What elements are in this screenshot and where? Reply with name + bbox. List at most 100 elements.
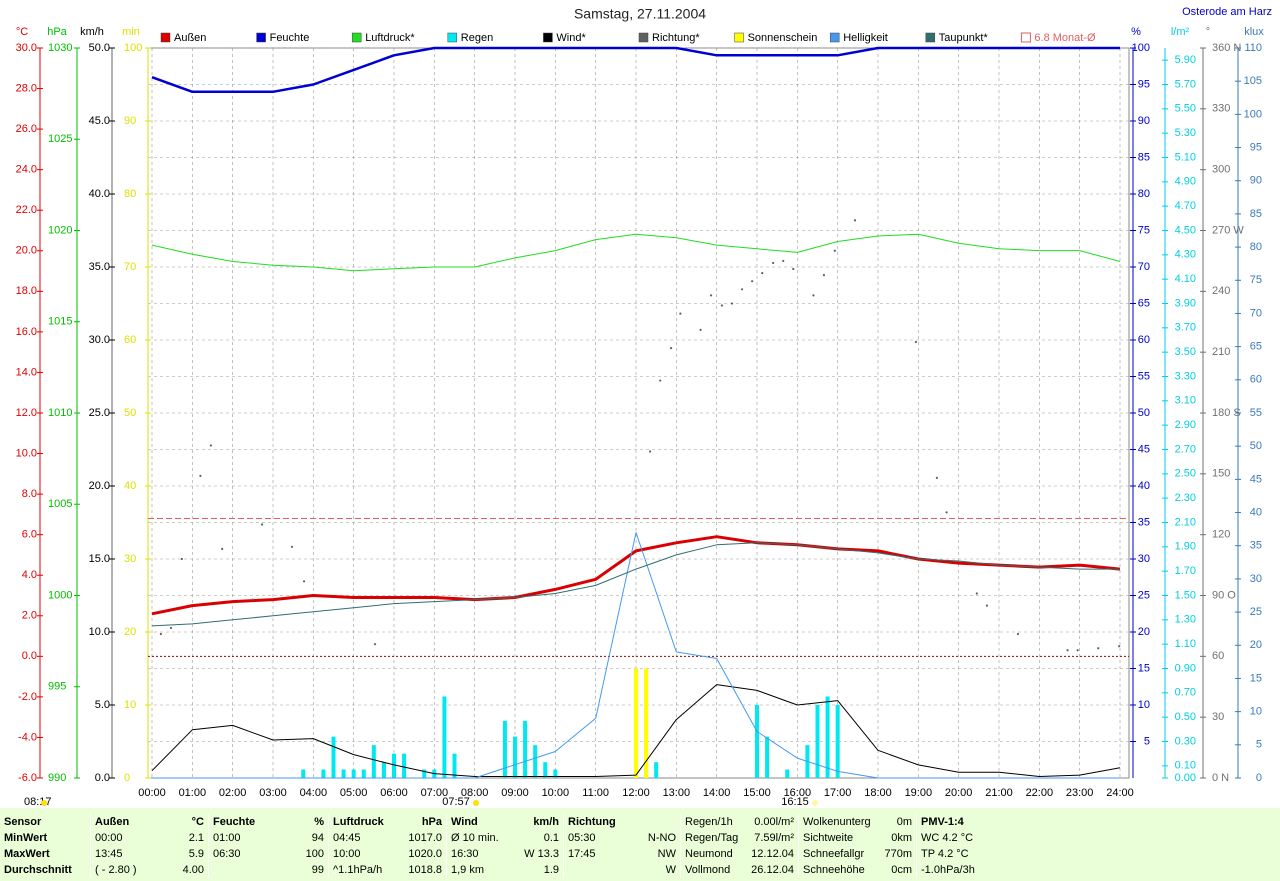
y-tick-label: 30.0 (16, 42, 37, 54)
bar (371, 745, 376, 778)
point (782, 259, 785, 263)
point (935, 476, 938, 479)
point (1097, 647, 1100, 650)
stats-row: 06:30 100 (213, 846, 324, 862)
point (180, 557, 183, 561)
legend-label: Regen (461, 32, 493, 44)
y-tick-label: 1.10 (1175, 638, 1196, 650)
stats-cell: Sichtweite (803, 832, 854, 844)
stats-block: Wind km/h Ø 10 min. 0.1 16:30 W 13.3 1,9 km 1.9 (446, 814, 563, 878)
y-tick-label: 0.90 (1175, 662, 1196, 674)
stats-table: Sensor MinWert MaxWert Durchschnitt Außen °C 0… (0, 808, 1280, 881)
stats-row: 04:45 1017.0 (333, 830, 442, 846)
y-tick-label: 150 (1212, 468, 1230, 480)
stats-cell: Durchschnitt (4, 864, 72, 876)
stats-row: ( - 2.80 ) 4.00 (95, 862, 204, 878)
y-tick-label: 50 (1138, 407, 1150, 419)
x-tick-label: 14:00 (703, 787, 731, 799)
legend-label: Luftdruck* (365, 32, 415, 44)
stats-cell: 1020.0 (408, 848, 442, 860)
stats-cell: 99 (311, 864, 324, 876)
stats-cell: 12.12.04 (751, 848, 794, 860)
y-tick-label: 55 (1250, 407, 1262, 419)
stats-cell: 01:00 (213, 832, 241, 844)
y-tick-label: 80 (1138, 188, 1150, 200)
stats-row: Feuchte% (213, 814, 324, 830)
stats-block: Richtung 05:30 N-NO 17:45 NW W (563, 814, 680, 878)
stats-row: 16:30 W 13.3 (451, 846, 559, 862)
stats-row: Richtung (568, 814, 676, 830)
point (251, 598, 254, 601)
stats-cell: 100 (305, 848, 324, 860)
location: Osterode am Harz (1182, 6, 1272, 18)
point (159, 632, 162, 636)
y-tick-label: 45.0 (89, 115, 110, 127)
x-tick-label: 04:00 (300, 787, 328, 799)
y-tick-label: 995 (48, 681, 66, 693)
y-tick-label: 5.0 (95, 699, 110, 711)
y-tick-label: 0 (124, 772, 130, 784)
y-tick-label: 70 (1138, 261, 1150, 273)
point (812, 294, 815, 297)
bar (533, 745, 538, 778)
bar (644, 668, 649, 778)
sun-icon (812, 800, 818, 806)
y-tick-label: 2.30 (1175, 492, 1196, 504)
y-tick-label: 45 (1250, 473, 1262, 485)
point (290, 545, 294, 548)
bar (341, 769, 346, 778)
y-tick-label: 85 (1138, 151, 1150, 163)
legend-swatch (734, 32, 744, 43)
bar (553, 769, 558, 778)
stats-block: Wolkenunterg 0m Sichtweite 0km Schneefallgr 7… (798, 814, 916, 878)
y-tick-label: 0.70 (1175, 687, 1196, 699)
y-tick-label: 4.70 (1175, 200, 1196, 212)
stats-row: PMV-1:4 (921, 814, 1029, 830)
stats-block: Regen/1h 0.00l/m² Regen/Tag 7.59l/m² Neumond… (680, 814, 798, 878)
stats-cell: 0m (896, 816, 912, 828)
bar (422, 769, 427, 778)
point (199, 474, 202, 477)
stats-cell: 04:45 (333, 832, 361, 844)
x-tick-label: 13:00 (663, 787, 691, 799)
y-tick-label: 95 (1250, 141, 1262, 153)
bar (815, 705, 820, 778)
y-tick-label: 15 (1138, 662, 1150, 674)
y-tick-label: 45 (1138, 443, 1150, 455)
y-tick-label: 5.10 (1175, 151, 1196, 163)
y-tick-label: 2.90 (1175, 419, 1196, 431)
x-tick-label: 17:00 (824, 787, 852, 799)
point (761, 271, 764, 275)
y-tick-label: 35.0 (89, 261, 110, 273)
y-tick-label: 60 (124, 334, 136, 346)
stats-row: 01:00 94 (213, 830, 324, 846)
y-tick-label: 3.10 (1175, 395, 1196, 407)
x-tick-label: 01:00 (179, 787, 207, 799)
point (1118, 645, 1121, 648)
series-line (151, 684, 1121, 777)
stats-row: Regen/Tag 7.59l/m² (685, 830, 794, 846)
y-tick-label: -2.0 (18, 691, 37, 703)
point (833, 249, 836, 252)
stats-row: Ø 10 min. 0.1 (451, 830, 559, 846)
bar (321, 769, 326, 778)
y-tick-label: 1.50 (1175, 589, 1196, 601)
y-tick-label: 14.0 (16, 366, 37, 378)
legend-swatch (829, 32, 840, 43)
y-tick-label: 28.0 (16, 82, 37, 94)
y-tick-label: 330 (1212, 103, 1230, 115)
series-line (152, 532, 1120, 779)
stats-cell: 16:30 (451, 848, 479, 860)
y-tick-label: 65 (1138, 297, 1150, 309)
stats-cell: 0km (891, 832, 912, 844)
bar (301, 769, 306, 778)
bar (634, 668, 638, 778)
x-tick-label: 23:00 (1066, 787, 1094, 799)
stats-cell: W (665, 864, 676, 876)
y-tick-label: 990 (48, 772, 66, 784)
y-tick-label: 1.30 (1175, 614, 1196, 626)
point (209, 444, 212, 447)
stats-row: Durchschnitt (4, 862, 86, 878)
point (709, 294, 713, 297)
y-tick-label: 1.70 (1175, 565, 1196, 577)
